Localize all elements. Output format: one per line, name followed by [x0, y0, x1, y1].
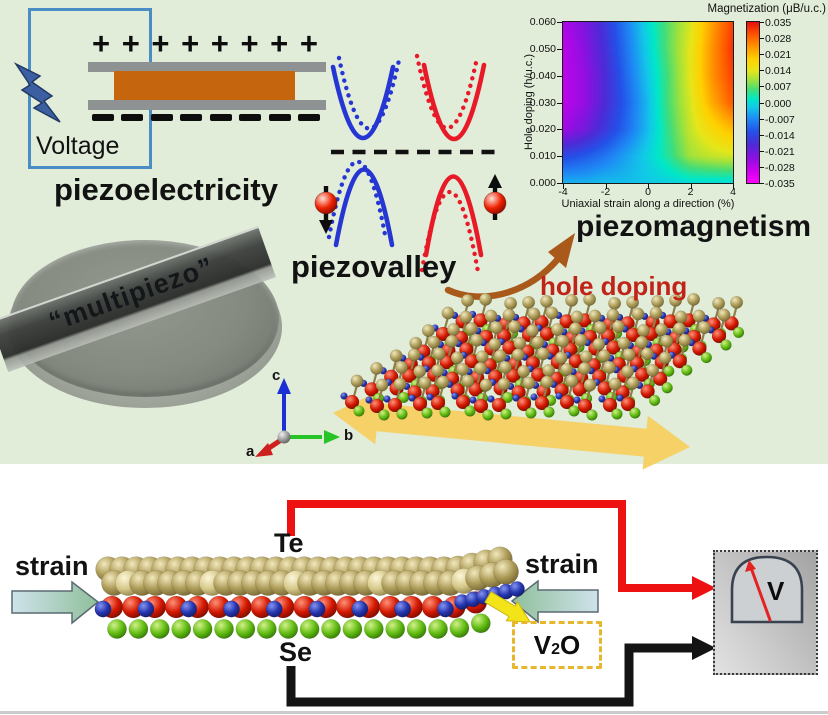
x-tick-label: -2: [600, 186, 611, 198]
colorbar-tick-mark: [760, 70, 764, 72]
voltmeter-label: V: [767, 576, 785, 606]
minus-sign: [150, 114, 173, 121]
colorbar-tick-label: -0.014: [765, 129, 795, 142]
te-label: Te: [274, 528, 304, 558]
colorbar-tick-label: 0.007: [765, 81, 792, 94]
plus-sign: +: [299, 26, 318, 61]
colorbar-tick-label: 0.028: [765, 33, 792, 46]
colorbar-tick-label: 0.035: [765, 17, 792, 29]
strain-label-left: strain: [15, 551, 89, 581]
y-tick-label: 0.050: [529, 42, 556, 55]
voltmeter-needle: [748, 563, 772, 622]
x-tick-mark: [563, 184, 564, 189]
x-tick-label: 2: [687, 186, 694, 198]
y-tick-mark: [557, 48, 562, 50]
colorbar-tick-label: -0.021: [765, 145, 795, 158]
colorbar-title: Magnetization (μB/u.c.): [707, 3, 826, 15]
black-wire: [286, 636, 716, 707]
dielectric-bar: [114, 71, 295, 101]
plus-sign: +: [121, 26, 140, 61]
voltmeter: V: [713, 550, 818, 675]
y-tick-label: 0.030: [529, 96, 556, 109]
plus-sign: +: [181, 26, 200, 61]
x-tick-mark: [690, 184, 692, 189]
colorbar-tick-mark: [760, 118, 764, 120]
magnetization-heatmap: [563, 22, 733, 183]
charge-transfer-arrow: [484, 591, 531, 623]
plus-sign: +: [92, 26, 111, 61]
minus-sign: [209, 114, 232, 121]
y-tick-mark: [557, 129, 562, 131]
bottom-electrode-plate: [88, 100, 326, 110]
colorbar-tick-label: 0.014: [765, 65, 792, 78]
colorbar-tick-label: -0.028: [765, 161, 795, 174]
minus-sign: [92, 114, 114, 121]
y-tick-mark: [557, 156, 562, 158]
x-tick-label: -4: [558, 186, 568, 198]
colorbar-tick-label: -0.035: [765, 178, 795, 190]
plus-sign: +: [240, 26, 259, 61]
y-tick-label: 0.000: [529, 177, 556, 189]
minus-sign: [180, 114, 203, 121]
x-axis-label: Uniaxial strain along a direction (%): [561, 198, 735, 210]
x-tick-mark: [733, 184, 734, 189]
y-tick-mark: [557, 183, 562, 184]
colorbar-tick-mark: [760, 86, 764, 88]
colorbar-tick-mark: [760, 150, 764, 152]
voltmeter-dial: [730, 555, 804, 624]
atomic-chain: [94, 546, 525, 639]
figure-bottom-border: [0, 711, 828, 714]
minus-sign: [268, 114, 291, 121]
x-tick-label: 4: [730, 186, 736, 198]
colorbar-tick-mark: [760, 54, 764, 56]
strain-arrow-right: [510, 579, 599, 624]
y-tick-mark: [557, 102, 562, 104]
colorbar-tick-label: 0.000: [765, 97, 792, 110]
red-wire: [287, 500, 716, 600]
v2o-label: V: [533, 629, 552, 660]
se-label: Se: [279, 637, 313, 667]
plus-sign: +: [151, 26, 170, 61]
minus-sign: [297, 114, 320, 121]
colorbar-tick-mark: [760, 22, 764, 23]
colorbar-tick-mark: [760, 183, 764, 184]
y-tick-label: 0.060: [529, 16, 556, 28]
plus-charges-row: + + + + + + + +: [92, 26, 318, 62]
colorbar-tick-mark: [760, 102, 764, 104]
x-tick-mark: [648, 184, 649, 189]
top-panel: + + + + + + + + “multipiezo” Magnetization (μB/…: [0, 0, 828, 464]
y-tick-mark: [557, 75, 562, 77]
minus-charges-row: [92, 114, 320, 121]
strain-label-right: strain: [525, 549, 599, 579]
plus-sign: +: [270, 26, 289, 61]
x-tick-mark: [605, 184, 607, 189]
y-tick-mark: [557, 22, 562, 23]
y-tick-label: 0.010: [529, 150, 556, 163]
strain-arrow-left: [11, 580, 100, 625]
y-tick-label: 0.020: [529, 123, 556, 136]
plus-sign: +: [210, 26, 229, 61]
colorbar: [747, 22, 759, 183]
colorbar-tick-label: 0.021: [765, 49, 792, 62]
colorbar-tick-mark: [760, 38, 764, 40]
y-tick-label: 0.040: [529, 69, 556, 82]
colorbar-tick-mark: [760, 134, 764, 136]
colorbar-tick-mark: [760, 166, 764, 168]
minus-sign: [121, 114, 144, 121]
colorbar-tick-label: -0.007: [765, 113, 795, 126]
top-electrode-plate: [88, 62, 326, 72]
minus-sign: [239, 114, 262, 121]
x-tick-label: 0: [645, 186, 651, 198]
